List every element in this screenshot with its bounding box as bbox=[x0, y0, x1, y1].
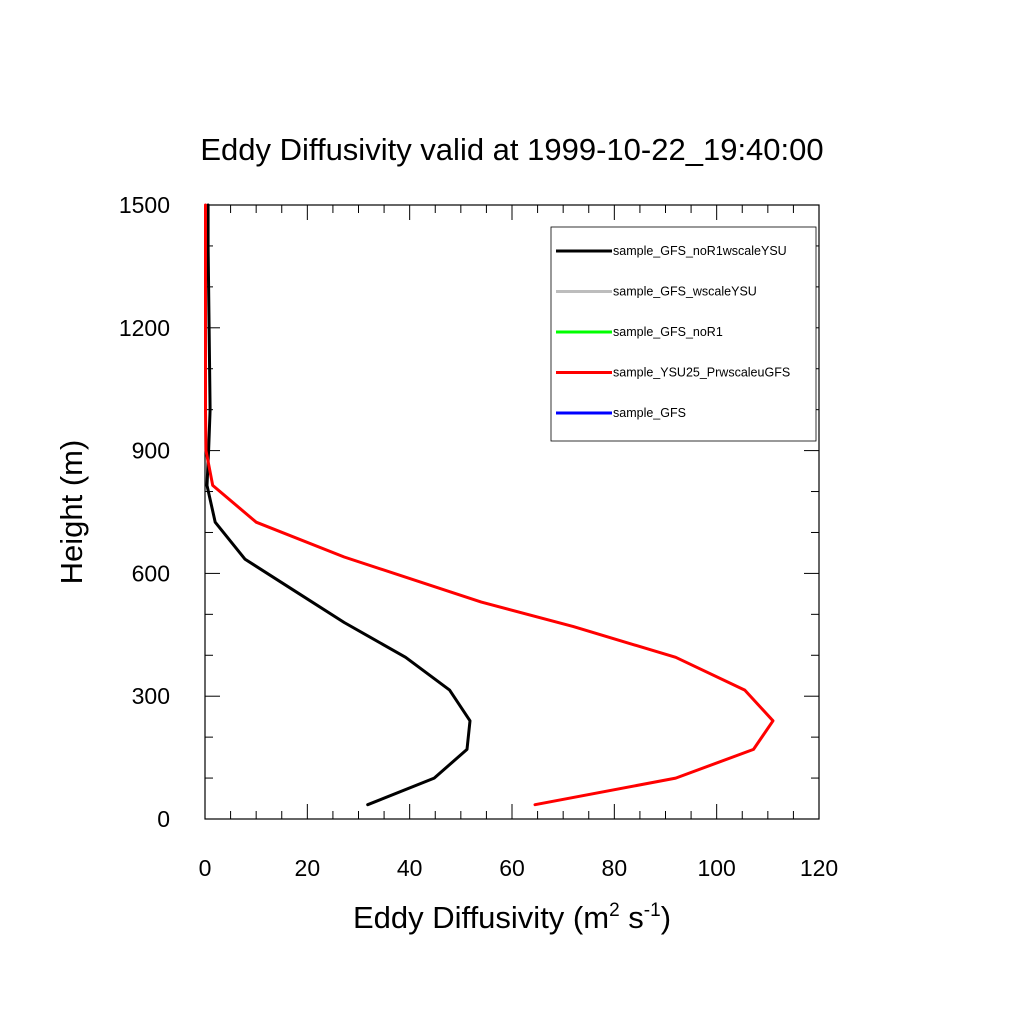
x-tick-label: 80 bbox=[602, 855, 628, 881]
legend-label: sample_YSU25_PrwscaleuGFS bbox=[613, 366, 790, 380]
y-tick-label: 0 bbox=[157, 806, 170, 832]
legend-label: sample_GFS_wscaleYSU bbox=[613, 285, 757, 299]
y-axis-title: Height (m) bbox=[54, 440, 89, 585]
x-tick-label: 100 bbox=[697, 855, 735, 881]
y-tick-label: 300 bbox=[132, 683, 170, 709]
x-tick-label: 60 bbox=[499, 855, 525, 881]
x-tick-label: 0 bbox=[199, 855, 212, 881]
series-line-sample_GFS_noR1wscaleYSU bbox=[205, 203, 472, 807]
x-axis-title-mid: s bbox=[620, 900, 644, 935]
x-axis-title: Eddy Diffusivity (m2 s-1) bbox=[353, 900, 671, 935]
y-tick-labels: 0 300 600 900 1200 1500 bbox=[119, 192, 170, 832]
y-tick-label: 600 bbox=[132, 560, 170, 586]
series-line-sample_YSU25_PrwscaleuGFS bbox=[204, 203, 775, 807]
x-axis-title-sup1: 2 bbox=[609, 900, 620, 921]
x-axis-title-main: Eddy Diffusivity (m bbox=[353, 900, 609, 935]
x-tick-label: 120 bbox=[800, 855, 838, 881]
y-tick-label: 1200 bbox=[119, 315, 170, 341]
y-tick-label: 900 bbox=[132, 438, 170, 464]
x-axis-title-end: ) bbox=[661, 900, 671, 935]
x-axis-title-sup2: -1 bbox=[644, 900, 661, 921]
legend-box bbox=[550, 226, 817, 442]
series-layer bbox=[204, 203, 775, 807]
x-tick-label: 20 bbox=[295, 855, 321, 881]
x-tick-labels: 0 20 40 60 80 100 120 bbox=[199, 855, 839, 881]
y-tick-label: 1500 bbox=[119, 192, 170, 218]
legend-label: sample_GFS_noR1wscaleYSU bbox=[613, 244, 787, 258]
chart-title: Eddy Diffusivity valid at 1999-10-22_19:… bbox=[200, 132, 823, 167]
x-tick-label: 40 bbox=[397, 855, 423, 881]
legend-label: sample_GFS_noR1 bbox=[613, 325, 723, 339]
legend: sample_GFS_noR1wscaleYSU sample_GFS_wscal… bbox=[550, 226, 817, 442]
legend-label: sample_GFS bbox=[613, 406, 686, 420]
axis-ticks bbox=[204, 204, 820, 820]
